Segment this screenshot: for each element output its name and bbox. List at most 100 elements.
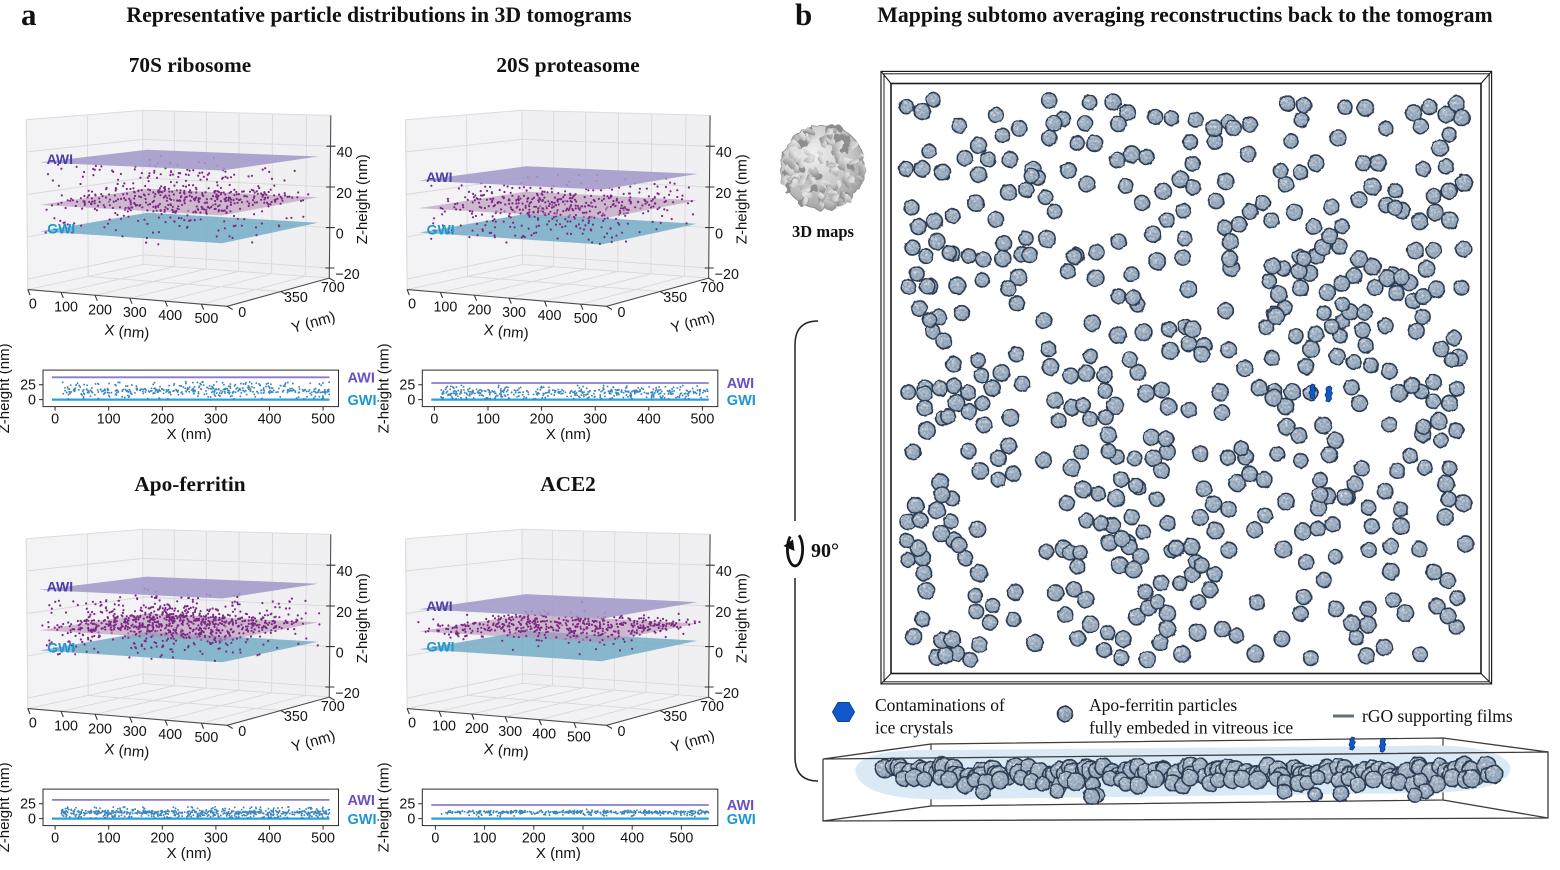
svg-text:400: 400 [258,831,282,847]
svg-text:X (nm): X (nm) [167,426,212,443]
svg-text:200: 200 [88,302,112,318]
svg-text:200: 200 [467,302,491,318]
svg-text:200: 200 [88,721,112,737]
svg-text:0: 0 [407,812,415,828]
svg-text:400: 400 [532,727,556,743]
svg-text:300: 300 [123,724,147,740]
svg-text:20: 20 [715,186,731,202]
svg-text:0: 0 [618,724,626,740]
svg-text:700: 700 [700,280,724,296]
svg-text:500: 500 [194,311,218,327]
svg-text:GWI: GWI [47,640,75,656]
svg-text:AWI: AWI [426,598,452,614]
svg-text:X (nm): X (nm) [536,845,581,862]
svg-text:300: 300 [204,831,228,847]
svg-text:GWI: GWI [427,222,455,238]
svg-text:500: 500 [690,412,714,428]
svg-text:Y (nm): Y (nm) [290,727,338,755]
svg-text:3D maps: 3D maps [792,222,854,241]
svg-text:0: 0 [336,646,344,662]
svg-text:100: 100 [433,299,457,315]
svg-text:100: 100 [476,412,500,428]
svg-text:200: 200 [150,831,174,847]
svg-text:350: 350 [284,709,308,725]
svg-text:a: a [21,0,37,32]
svg-text:25: 25 [20,378,36,394]
svg-text:500: 500 [194,730,218,746]
svg-text:X (nm): X (nm) [104,322,150,343]
svg-text:AWI: AWI [47,579,73,595]
svg-text:20: 20 [336,186,352,202]
svg-text:20S proteasome: 20S proteasome [496,53,639,77]
svg-text:350: 350 [663,290,687,306]
svg-text:40: 40 [716,145,732,161]
svg-text:ACE2: ACE2 [540,472,596,496]
svg-text:200: 200 [465,721,489,737]
svg-text:100: 100 [54,718,78,734]
svg-text:Representative particle distri: Representative particle distributions in… [126,3,631,27]
svg-text:AWI: AWI [348,793,375,809]
svg-text:0: 0 [51,831,59,847]
svg-text:400: 400 [158,727,182,743]
svg-text:ice crystals: ice crystals [875,718,953,738]
svg-text:40: 40 [337,564,353,580]
svg-text:X (nm): X (nm) [483,322,529,343]
svg-text:X (nm): X (nm) [483,741,529,762]
svg-text:AWI: AWI [348,370,375,386]
svg-text:400: 400 [158,308,182,324]
svg-text:25: 25 [20,797,36,813]
svg-text:25: 25 [399,378,415,394]
svg-text:Z-height (nm): Z-height (nm) [354,154,371,244]
svg-text:0: 0 [336,227,344,243]
svg-text:700: 700 [321,699,345,715]
svg-text:−20: −20 [335,686,359,702]
svg-text:40: 40 [337,145,353,161]
svg-text:Z-height (nm): Z-height (nm) [733,573,750,663]
svg-text:0: 0 [407,393,415,409]
svg-text:70S ribosome: 70S ribosome [129,53,251,77]
svg-text:100: 100 [473,831,497,847]
svg-text:X (nm): X (nm) [104,741,150,762]
svg-text:AWI: AWI [47,151,73,167]
svg-text:350: 350 [284,290,308,306]
svg-text:rGO supporting films: rGO supporting films [1362,706,1513,726]
svg-text:Contaminations of: Contaminations of [875,695,1005,715]
svg-text:−20: −20 [715,686,739,702]
svg-text:20: 20 [336,605,352,621]
svg-text:0: 0 [238,724,246,740]
svg-text:500: 500 [567,730,591,746]
svg-text:0: 0 [29,297,37,313]
svg-text:20: 20 [715,605,731,621]
svg-text:GWI: GWI [727,812,756,828]
svg-text:500: 500 [311,831,335,847]
svg-text:0: 0 [618,305,626,321]
svg-text:90°: 90° [811,540,839,562]
svg-text:Z-height (nm): Z-height (nm) [733,154,750,244]
svg-text:GWI: GWI [427,639,455,655]
svg-text:100: 100 [97,831,121,847]
svg-text:Mapping subtomo averaging reco: Mapping subtomo averaging reconstructins… [877,3,1492,27]
svg-text:400: 400 [538,308,562,324]
svg-text:400: 400 [258,412,282,428]
svg-text:fully embeded in vitreous ice: fully embeded in vitreous ice [1089,718,1293,738]
svg-text:300: 300 [502,305,526,321]
svg-text:Y (nm): Y (nm) [290,308,338,336]
svg-text:AWI: AWI [727,798,754,814]
svg-text:100: 100 [54,299,78,315]
svg-text:Z-height (nm): Z-height (nm) [0,762,13,852]
svg-text:Z-height (nm): Z-height (nm) [354,573,371,663]
svg-text:0: 0 [715,227,723,243]
svg-text:700: 700 [321,280,345,296]
svg-text:Z-height (nm): Z-height (nm) [375,343,392,433]
svg-text:200: 200 [530,412,554,428]
svg-text:AWI: AWI [727,376,754,392]
svg-text:X (nm): X (nm) [167,845,212,862]
svg-text:0: 0 [408,297,416,313]
svg-text:GWI: GWI [348,812,377,828]
svg-text:Apo-ferritin: Apo-ferritin [134,472,245,496]
svg-text:200: 200 [522,831,546,847]
svg-text:0: 0 [51,412,59,428]
svg-text:500: 500 [669,831,693,847]
svg-text:300: 300 [571,831,595,847]
svg-text:Apo-ferritin particles: Apo-ferritin particles [1089,695,1237,715]
